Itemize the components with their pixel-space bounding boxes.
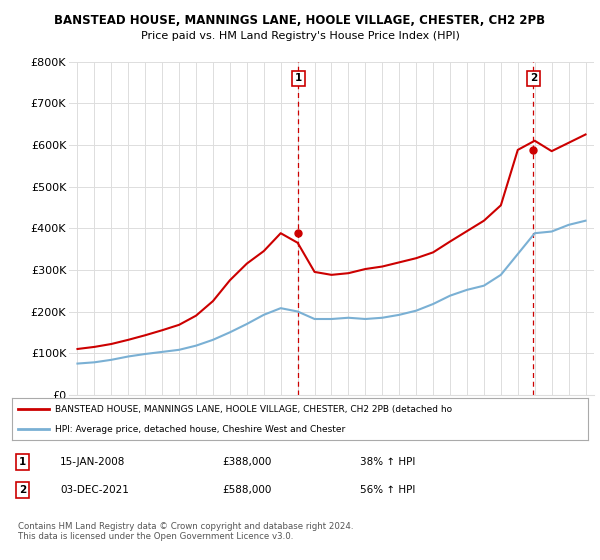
Text: Price paid vs. HM Land Registry's House Price Index (HPI): Price paid vs. HM Land Registry's House … bbox=[140, 31, 460, 41]
Text: 15-JAN-2008: 15-JAN-2008 bbox=[60, 457, 125, 467]
Text: BANSTEAD HOUSE, MANNINGS LANE, HOOLE VILLAGE, CHESTER, CH2 2PB (detached ho: BANSTEAD HOUSE, MANNINGS LANE, HOOLE VIL… bbox=[55, 405, 452, 414]
Text: Contains HM Land Registry data © Crown copyright and database right 2024.
This d: Contains HM Land Registry data © Crown c… bbox=[18, 522, 353, 542]
Text: 2: 2 bbox=[530, 73, 537, 83]
Text: BANSTEAD HOUSE, MANNINGS LANE, HOOLE VILLAGE, CHESTER, CH2 2PB: BANSTEAD HOUSE, MANNINGS LANE, HOOLE VIL… bbox=[55, 14, 545, 27]
Text: 1: 1 bbox=[19, 457, 26, 467]
Text: 03-DEC-2021: 03-DEC-2021 bbox=[60, 485, 129, 495]
Text: HPI: Average price, detached house, Cheshire West and Chester: HPI: Average price, detached house, Ches… bbox=[55, 424, 346, 433]
Text: 1: 1 bbox=[295, 73, 302, 83]
Text: 2: 2 bbox=[19, 485, 26, 495]
Text: £588,000: £588,000 bbox=[222, 485, 271, 495]
Text: 56% ↑ HPI: 56% ↑ HPI bbox=[360, 485, 415, 495]
Text: £388,000: £388,000 bbox=[222, 457, 271, 467]
Text: 38% ↑ HPI: 38% ↑ HPI bbox=[360, 457, 415, 467]
